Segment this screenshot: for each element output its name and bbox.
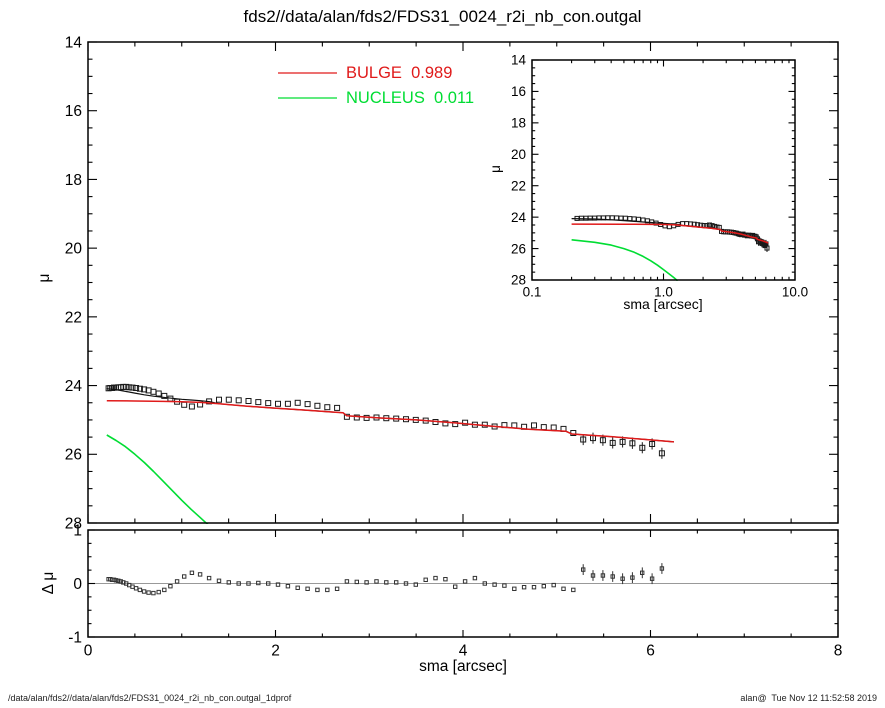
tick-labels-main-profile: 14 16 18 20 22 24 26 28 [65, 34, 83, 532]
frame-inset-log-profile [531, 59, 796, 281]
series-line-NUCLEUS [571, 239, 679, 281]
x-tick-label: 1.0 [654, 285, 673, 300]
y-tick-label: 26 [511, 241, 526, 256]
legend-nucleus-label: NUCLEUS 0.011 [346, 89, 475, 107]
x-tick-label: 6 [646, 643, 655, 660]
x-tick-label: 10.0 [782, 285, 808, 300]
tick-labels-residual: 0 2 4 6 8-101 [68, 522, 842, 659]
y-tick-label: 26 [65, 447, 82, 464]
chart-inset-log-profile: 0.1 1.0 10.0 14 16 18 20 22 24 26 28 [511, 53, 808, 300]
frame-residual [87, 529, 839, 638]
y-tick-label: 28 [511, 273, 526, 288]
x-tick-label: 8 [834, 643, 843, 660]
y-axis-title-delta-mu: Δ μ [40, 571, 57, 595]
x-tick-label: 0.1 [523, 285, 542, 300]
y-tick-label: 14 [65, 34, 83, 51]
x-tick-label: 4 [459, 643, 468, 660]
plot-title: fds2//data/alan/fds2/FDS31_0024_r2i_nb_c… [243, 7, 642, 26]
y-tick-label: 24 [511, 210, 527, 225]
y-tick-label: 22 [511, 178, 526, 193]
inset-y-axis-title-mu: μ [488, 165, 503, 173]
y-tick-label: 28 [65, 515, 82, 532]
chart-residual: 0 2 4 6 8-101 [68, 522, 842, 659]
series-points-observed [105, 383, 665, 459]
tick-labels-inset-log-profile: 0.1 1.0 10.0 14 16 18 20 22 24 26 28 [511, 53, 808, 300]
series-line-BULGE [571, 223, 769, 244]
y-tick-label: 1 [73, 522, 82, 539]
y-tick-label: 18 [65, 172, 82, 189]
y-tick-label: 0 [73, 576, 82, 593]
legend-bulge-label: BULGE 0.989 [346, 64, 453, 82]
y-tick-label: 18 [511, 116, 526, 131]
frame-main-profile [87, 41, 839, 524]
footer-output-path: /data/alan/fds2//data/alan/fds2/FDS31_00… [8, 693, 292, 703]
series-layer-residual [106, 563, 665, 596]
series-line-NUCLEUS [106, 434, 209, 524]
y-tick-label: 16 [65, 103, 82, 120]
inset-x-axis-title-sma: sma [arcsec] [623, 296, 703, 312]
x-axis-title-sma: sma [arcsec] [419, 658, 507, 675]
x-tick-label: 0 [84, 643, 93, 660]
chart-main-profile: 14 16 18 20 22 24 26 28 [65, 34, 839, 532]
y-tick-label: 24 [65, 378, 83, 395]
series-points-delta-mu [106, 563, 665, 596]
footer-user-timestamp: alan@ Tue Nov 12 11:52:58 2019 [740, 693, 877, 703]
y-tick-label: 20 [65, 241, 83, 258]
series-layer-inset-log-profile [571, 215, 770, 281]
y-tick-label: 16 [511, 84, 526, 99]
y-tick-label: 14 [511, 53, 527, 68]
y-tick-label: 22 [65, 309, 82, 326]
y-axis-title-mu: μ [36, 273, 53, 283]
series-line-BULGE [106, 399, 674, 443]
series-layer-main-profile [105, 383, 674, 524]
y-tick-label: 20 [511, 147, 526, 162]
y-tick-label: -1 [68, 629, 82, 646]
x-tick-label: 2 [271, 643, 280, 660]
series-line-total-model [106, 388, 674, 443]
